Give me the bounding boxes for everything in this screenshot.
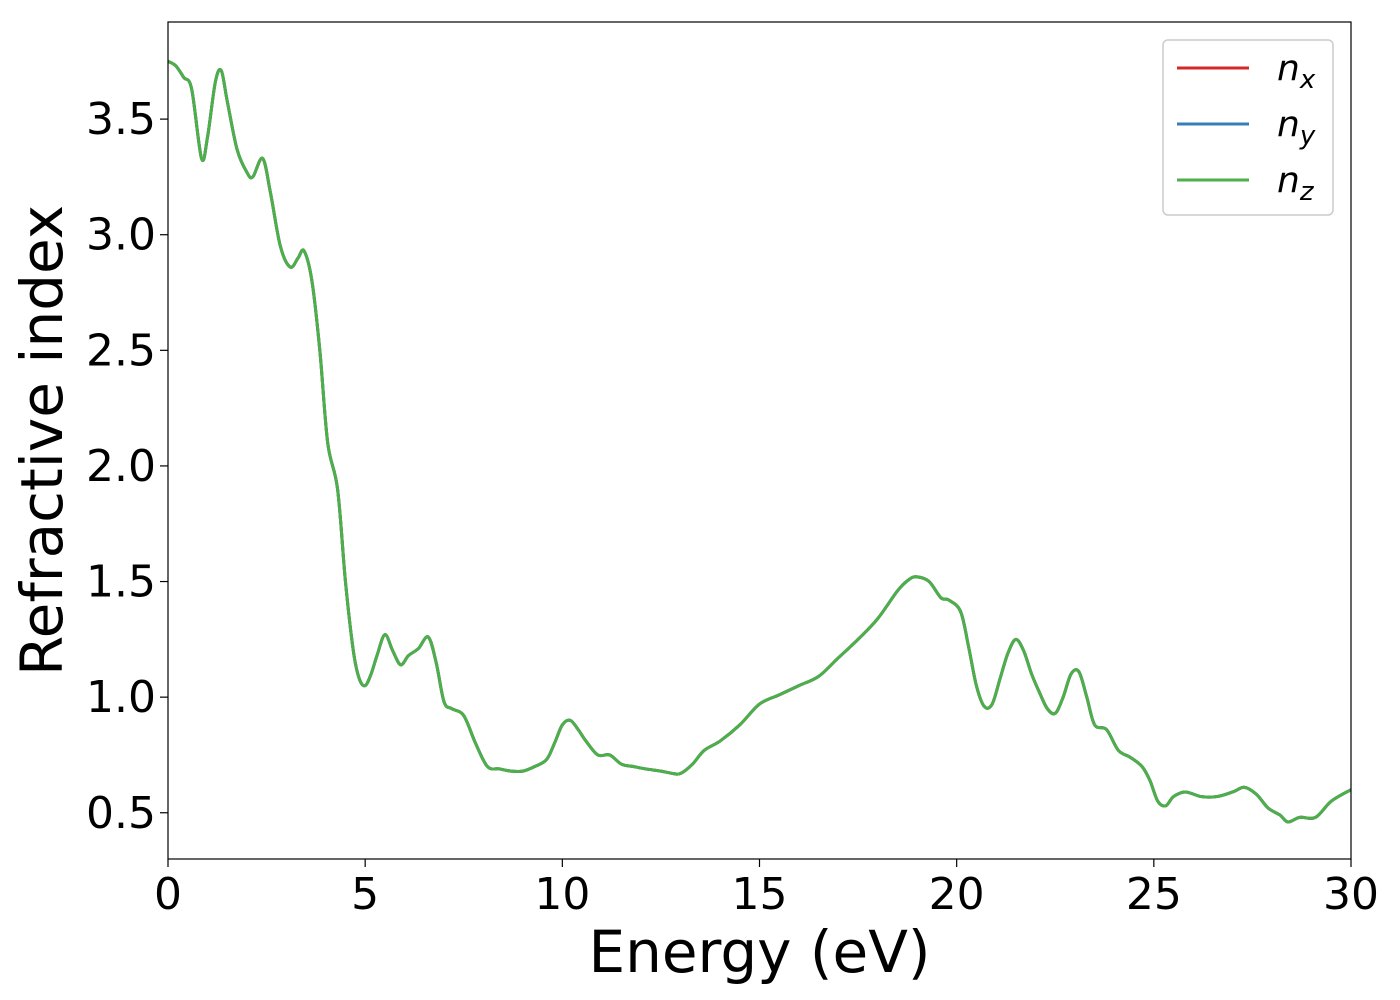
legend-entry: nz <box>1277 160 1315 207</box>
y-axis-ticks: 0.5 1.0 1.5 2.0 2.5 3.0 3.5 <box>86 94 168 839</box>
y-axis-label: Refractive index <box>8 205 76 676</box>
y-tick-label: 0.5 <box>86 788 156 839</box>
x-tick-label: 20 <box>929 869 985 920</box>
series-layer <box>168 59 1351 824</box>
legend: nx ny nz <box>1162 39 1334 216</box>
legend-entry: ny <box>1277 104 1316 151</box>
y-tick-label: 1.5 <box>86 557 156 608</box>
y-tick-label: 2.5 <box>86 325 156 376</box>
x-axis-ticks: 0 5 10 15 20 25 30 <box>154 859 1379 920</box>
y-tick-label: 3.5 <box>86 94 156 145</box>
y-tick-label: 1.0 <box>86 672 156 723</box>
x-axis-label: Energy (eV) <box>588 918 930 986</box>
legend-entry: nx <box>1277 48 1316 95</box>
series-line-n-z <box>168 59 1351 824</box>
y-tick-label: 3.0 <box>86 210 156 261</box>
x-tick-label: 10 <box>534 869 590 920</box>
x-tick-label: 5 <box>351 869 379 920</box>
legend-box <box>1162 39 1334 216</box>
x-tick-label: 25 <box>1126 869 1182 920</box>
x-tick-label: 0 <box>154 869 182 920</box>
x-tick-label: 15 <box>732 869 788 920</box>
x-tick-label: 30 <box>1323 869 1379 920</box>
y-tick-label: 2.0 <box>86 441 156 492</box>
